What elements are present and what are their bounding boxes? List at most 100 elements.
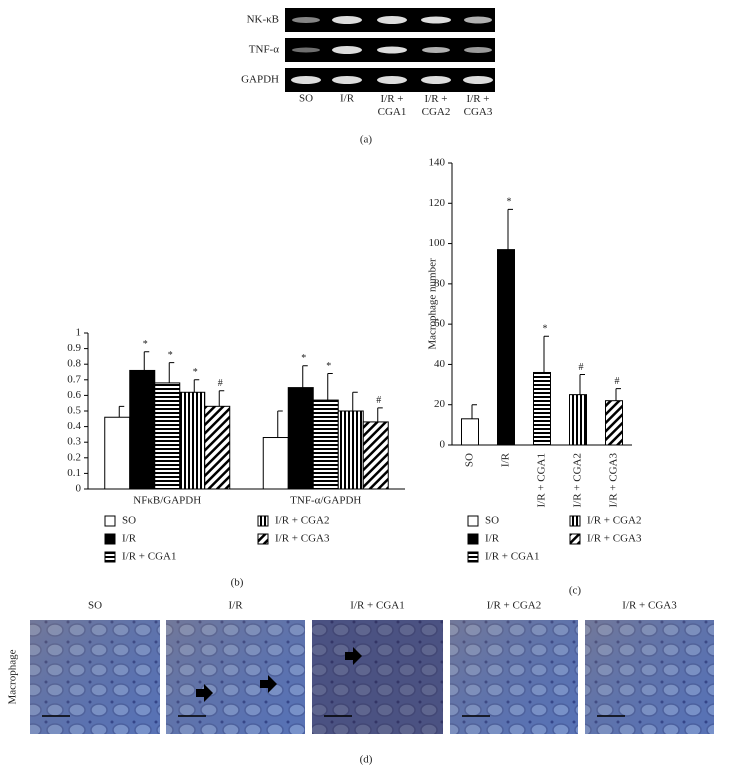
bar xyxy=(497,249,515,446)
caption: (a) xyxy=(360,134,373,146)
micrograph-shade xyxy=(30,620,160,734)
gel-row-label: TNF-α xyxy=(249,44,279,56)
column-label: I/R + CGA1 xyxy=(350,600,404,612)
error-bar xyxy=(507,208,513,250)
legend-label: I/R xyxy=(485,533,500,545)
bar xyxy=(262,437,289,490)
y-tick-label: 140 xyxy=(429,157,446,169)
legend-label: I/R + CGA3 xyxy=(587,533,642,545)
bar xyxy=(154,382,181,490)
y-tick-label: 0.7 xyxy=(67,373,81,385)
x-tick-label: I/R xyxy=(500,452,512,467)
x-tick-label: I/R + CGA3 xyxy=(608,453,620,508)
bar xyxy=(287,387,314,490)
legend-label: I/R + CGA1 xyxy=(122,551,176,563)
y-tick-label: 1 xyxy=(76,327,82,339)
y-tick-label: 80 xyxy=(434,277,446,289)
significance-mark: # xyxy=(376,395,381,406)
micrographs xyxy=(30,620,714,734)
micrograph-shade xyxy=(166,620,305,734)
y-tick-label: 0.8 xyxy=(67,358,81,370)
column-label: SO xyxy=(88,600,102,612)
legend-swatch xyxy=(467,551,479,563)
significance-mark: # xyxy=(615,376,620,387)
legend-swatch xyxy=(467,515,479,527)
micrograph-shade xyxy=(312,620,443,734)
error-bar xyxy=(118,405,125,418)
lane-label: SO xyxy=(299,93,313,105)
x-tick-label: NFκB/GAPDH xyxy=(133,495,201,507)
y-tick-label: 0 xyxy=(76,483,82,495)
legend-swatch xyxy=(467,533,479,545)
legend-swatch xyxy=(104,551,116,563)
y-tick-label: 20 xyxy=(434,398,446,410)
significance-mark: * xyxy=(168,350,173,361)
x-tick-label: TNF-α/GAPDH xyxy=(290,495,361,507)
y-tick-label: 0.3 xyxy=(67,436,81,448)
bar xyxy=(533,371,551,446)
error-bar xyxy=(543,335,549,373)
micrograph-shade xyxy=(585,620,714,734)
legend-swatch xyxy=(257,533,269,545)
legend-label: SO xyxy=(485,515,499,527)
arrow xyxy=(260,675,277,693)
legend-swatch xyxy=(569,515,581,527)
x-tick-label: SO xyxy=(464,453,476,467)
error-bar xyxy=(327,373,333,401)
y-tick-label: 0.9 xyxy=(67,342,81,354)
error-bar xyxy=(352,391,358,411)
bar xyxy=(569,394,587,446)
error-bar xyxy=(277,410,283,438)
legend-swatch xyxy=(569,533,581,545)
y-axis-label: Macrophage number xyxy=(427,258,439,350)
significance-mark: * xyxy=(193,367,198,378)
x-tick-label: I/R + CGA2 xyxy=(572,453,584,507)
error-bar xyxy=(615,388,621,401)
legend-label: I/R + CGA2 xyxy=(587,515,641,527)
lane-label: I/R + CGA3 xyxy=(464,93,493,118)
arrow xyxy=(345,647,362,665)
significance-mark: * xyxy=(507,197,512,208)
arrow xyxy=(196,684,213,702)
error-bar xyxy=(193,379,200,393)
error-bar xyxy=(168,362,175,383)
error-bar xyxy=(579,374,585,395)
legend-swatch xyxy=(257,515,269,527)
gel-row-label: GAPDH xyxy=(241,74,279,86)
gel-row-label: NK-κB xyxy=(247,14,279,26)
y-tick-label: 0.2 xyxy=(67,451,81,463)
y-tick-label: 0.5 xyxy=(67,405,81,417)
micrograph xyxy=(312,620,443,734)
column-label: I/R + CGA3 xyxy=(622,600,677,612)
legend-label: SO xyxy=(122,515,136,527)
legend-swatch xyxy=(104,533,116,545)
y-tick-label: 60 xyxy=(434,318,446,330)
y-tick-label: 100 xyxy=(429,237,446,249)
error-bar xyxy=(471,404,477,419)
caption: (c) xyxy=(569,585,582,597)
caption: (d) xyxy=(360,754,373,766)
caption: (b) xyxy=(231,577,244,589)
bar xyxy=(179,391,206,490)
column-label: I/R xyxy=(228,600,243,612)
lane-label: I/R + CGA1 xyxy=(378,93,407,118)
x-tick-label: I/R + CGA1 xyxy=(536,453,548,507)
y-tick-label: 0 xyxy=(440,439,446,451)
legend-label: I/R + CGA1 xyxy=(485,551,539,563)
y-tick-label: 40 xyxy=(434,358,446,370)
bar xyxy=(104,416,131,490)
y-tick-label: 0.1 xyxy=(67,467,81,479)
error-bar xyxy=(143,351,150,371)
significance-mark: # xyxy=(579,362,584,373)
bar xyxy=(312,399,339,490)
error-bar xyxy=(302,365,308,388)
significance-mark: * xyxy=(301,353,306,364)
significance-mark: * xyxy=(326,361,331,372)
lane-label: I/R + CGA2 xyxy=(422,93,451,118)
error-bar xyxy=(377,407,383,422)
bar xyxy=(337,410,364,490)
row-label: Macrophage xyxy=(7,649,19,704)
micrograph-shade xyxy=(450,620,578,734)
y-tick-label: 0.6 xyxy=(67,389,81,401)
